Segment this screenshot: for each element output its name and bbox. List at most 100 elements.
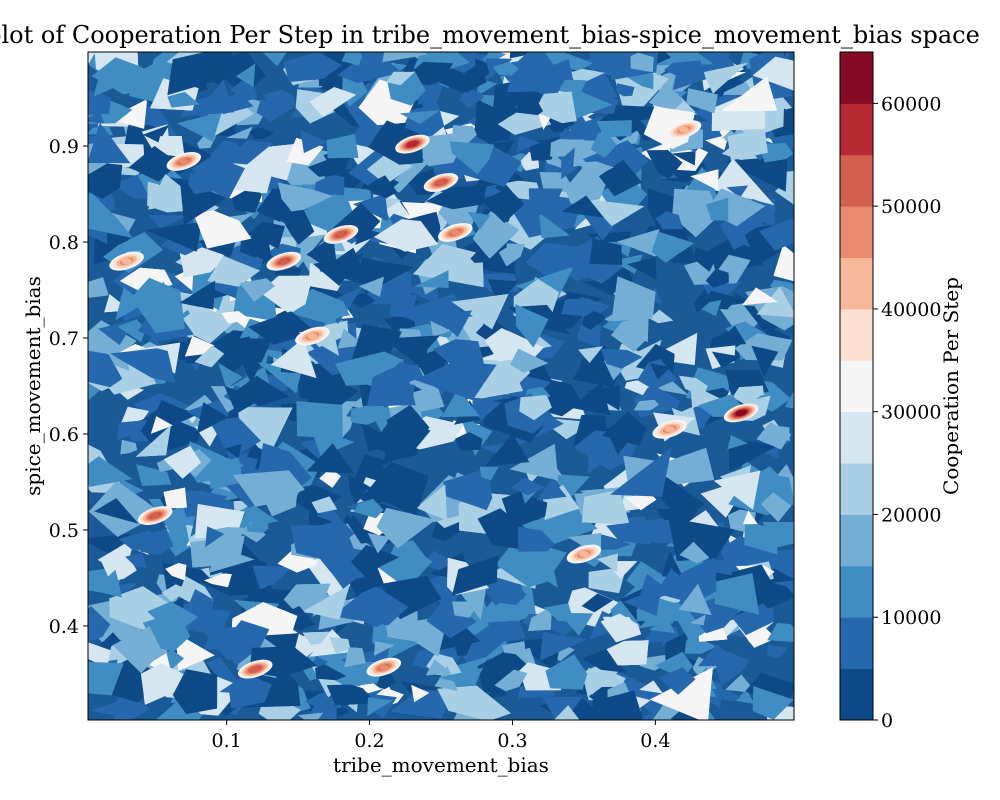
heatmap-cell xyxy=(678,583,712,616)
heatmap-cell xyxy=(224,155,274,194)
heatmap-cell xyxy=(672,151,696,166)
heatmap-cell xyxy=(567,86,613,119)
heatmap-hot-spot-core xyxy=(736,409,747,416)
heatmap-cell xyxy=(382,335,441,363)
heatmap-cell xyxy=(592,690,643,720)
y-tick-label: 0.6 xyxy=(49,424,79,446)
colorbar xyxy=(840,52,873,721)
heatmap-cell xyxy=(248,239,271,260)
heatmap-cell xyxy=(549,473,590,498)
heatmap-cell xyxy=(179,490,228,517)
heatmap-cell xyxy=(661,557,717,604)
heatmap-cell xyxy=(581,593,613,613)
heatmap-cell xyxy=(386,71,415,86)
heatmap-cell xyxy=(437,685,511,720)
heatmap-cell xyxy=(577,161,614,179)
colorbar-band xyxy=(840,411,873,464)
heatmap-cell xyxy=(125,553,147,568)
colorbar-band xyxy=(840,154,873,207)
plot-frame xyxy=(87,51,795,721)
heatmap-cell xyxy=(589,238,623,266)
heatmap-cell xyxy=(578,346,603,363)
x-axis-ticks: 0.1 0.2 0.3 0.4 xyxy=(212,720,670,752)
heatmap-cell xyxy=(710,325,747,348)
heatmap-cell xyxy=(368,120,423,165)
heatmap-cell xyxy=(135,424,172,457)
heatmap-cell xyxy=(711,688,742,702)
heatmap-cell xyxy=(430,321,451,337)
heatmap-cell xyxy=(313,253,363,286)
heatmap-cell xyxy=(558,79,587,95)
colorbar-tick-label: 40000 xyxy=(881,299,941,321)
heatmap-cell xyxy=(196,402,229,434)
heatmap-cell xyxy=(616,83,635,97)
heatmap-cell xyxy=(88,112,105,124)
heatmap-cell xyxy=(679,375,708,396)
heatmap-cell xyxy=(690,169,719,191)
heatmap-cell xyxy=(204,573,232,588)
y-tick-label: 0.7 xyxy=(49,328,79,350)
heatmap-cell xyxy=(611,317,647,352)
heatmap-cell xyxy=(703,125,732,151)
heatmap-cell xyxy=(309,87,357,117)
heatmap-cell xyxy=(744,579,794,609)
heatmap-cell xyxy=(150,416,173,434)
heatmap-cell xyxy=(115,287,146,321)
heatmap-cell xyxy=(519,395,552,421)
heatmap-cell xyxy=(588,566,625,594)
heatmap-cell xyxy=(726,185,749,198)
heatmap-cell xyxy=(561,298,603,317)
chart-title: hase plot of Cooperation Per Step in tri… xyxy=(0,21,980,49)
heatmap-cell xyxy=(472,397,502,421)
heatmap-cell xyxy=(492,61,519,76)
heatmap-cell xyxy=(222,92,254,115)
heatmap-cell xyxy=(655,211,684,230)
heatmap-cell xyxy=(88,161,123,199)
heatmap-cell xyxy=(335,351,403,386)
heatmap-hot-spot-core xyxy=(307,333,318,340)
heatmap-cell xyxy=(319,468,341,488)
heatmap-cell xyxy=(315,664,347,681)
heatmap-cell xyxy=(341,52,363,66)
heatmap-cell xyxy=(452,555,499,596)
colorbar-tick-label: 60000 xyxy=(881,93,941,115)
heatmap-cell xyxy=(616,229,660,257)
heatmap-cell xyxy=(112,626,163,674)
heatmap-cell xyxy=(600,349,643,369)
heatmap-cell xyxy=(305,692,336,710)
heatmap-cell xyxy=(611,276,656,322)
heatmap-cell xyxy=(511,477,546,496)
x-tick-label: 0.3 xyxy=(497,730,527,752)
heatmap-cell xyxy=(367,362,416,407)
heatmap-cell xyxy=(314,174,345,196)
heatmap-cell xyxy=(484,602,520,623)
heatmap-cell xyxy=(192,155,245,200)
heatmap-cell xyxy=(443,468,493,511)
heatmap-cell xyxy=(588,668,619,695)
heatmap-cell xyxy=(630,52,654,73)
heatmap-cell xyxy=(705,268,729,288)
heatmap-cell xyxy=(205,526,225,548)
heatmap-hot-spot-core xyxy=(378,664,389,671)
heatmap-cell xyxy=(627,257,657,280)
heatmap-cell xyxy=(426,659,452,676)
heatmap-cell xyxy=(188,172,215,195)
heatmap-cell xyxy=(306,443,354,474)
heatmap-cell xyxy=(651,447,715,485)
heatmap-cell xyxy=(252,565,293,595)
heatmap-cell xyxy=(117,319,146,342)
heatmap-cell xyxy=(449,63,487,93)
y-axis-ticks: 0.4 0.5 0.6 0.7 0.8 0.9 xyxy=(49,136,88,638)
heatmap-cell xyxy=(88,123,131,164)
heatmap-cell xyxy=(163,487,187,509)
colorbar-band xyxy=(840,514,873,567)
heatmap-cell xyxy=(742,510,758,525)
heatmap-cell xyxy=(374,641,395,656)
heatmap-cell xyxy=(470,248,493,263)
heatmap-cell xyxy=(163,445,202,479)
heatmap-cell xyxy=(690,614,706,626)
heatmap-cell xyxy=(167,52,225,96)
heatmap-cell xyxy=(672,188,720,238)
heatmap-cell xyxy=(507,52,556,92)
heatmap-cell xyxy=(426,185,487,210)
